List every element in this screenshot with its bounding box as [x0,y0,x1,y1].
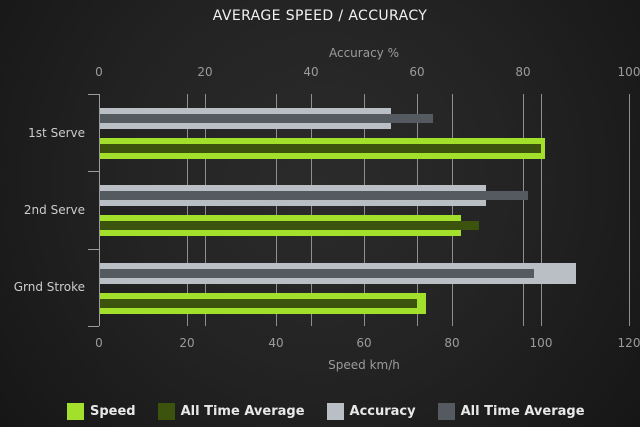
legend-item-speed: Speed [67,402,136,420]
category-label-1st-serve: 1st Serve [28,126,85,140]
gridline [364,94,365,326]
top-tick-label: 80 [515,65,531,79]
bottom-tick-label: 20 [179,336,195,350]
y-axis-tick [88,94,99,95]
top-tick-label: 60 [409,65,425,79]
chart-legend: Speed All Time Average Accuracy All Time Av… [67,402,585,420]
y-axis-tick [88,326,99,327]
bottom-tick-label: 120 [617,336,640,350]
gridline [187,94,188,326]
gridline [205,94,206,326]
bar-all-time-average-top-1st-serve [100,114,433,123]
legend-label: All Time Average [460,403,585,419]
legend-swatch-all-time-average [157,402,175,420]
gridline [523,94,524,326]
gridline [311,94,312,326]
bar-all-time-average-top-2nd-serve [100,191,528,200]
category-label-2nd-serve: 2nd Serve [23,203,85,217]
y-axis-tick [88,171,99,172]
legend-swatch-accuracy [326,402,344,420]
bottom-tick-label: 80 [444,336,460,350]
gridline [541,94,542,326]
bar-all-time-average-top-grnd-stroke [100,269,534,278]
top-tick-label: 40 [303,65,319,79]
bar-all-time-average-bottom-grnd-stroke [100,299,417,308]
legend-swatch-all-time-average [437,402,455,420]
bottom-tick-label: 40 [268,336,284,350]
top-axis-title: Accuracy % [328,46,400,60]
bottom-tick-label: 0 [95,336,103,350]
bar-all-time-average-bottom-2nd-serve [100,221,479,230]
top-tick-label: 100 [617,65,640,79]
legend-item-accuracy: Accuracy [326,402,416,420]
bottom-tick-label: 60 [356,336,372,350]
y-axis-tick [88,249,99,250]
category-label-grnd-stroke: Grnd Stroke [13,280,85,294]
legend-item-all-time-average: All Time Average [437,402,585,420]
legend-item-all-time-average: All Time Average [157,402,305,420]
top-tick-label: 0 [95,65,103,79]
gridline [629,94,630,326]
chart-title: AVERAGE SPEED / ACCURACY [212,8,428,24]
bar-all-time-average-bottom-1st-serve [100,144,541,153]
bottom-axis-title: Speed km/h [328,358,400,372]
gridline [276,94,277,326]
bottom-tick-label: 100 [529,336,553,350]
y-axis-line [99,94,100,326]
gridline [452,94,453,326]
legend-label: Accuracy [349,403,416,419]
legend-label: Speed [90,403,136,419]
legend-swatch-speed [67,402,84,420]
gridline [417,94,418,326]
top-tick-label: 20 [197,65,213,79]
legend-label: All Time Average [180,403,305,419]
